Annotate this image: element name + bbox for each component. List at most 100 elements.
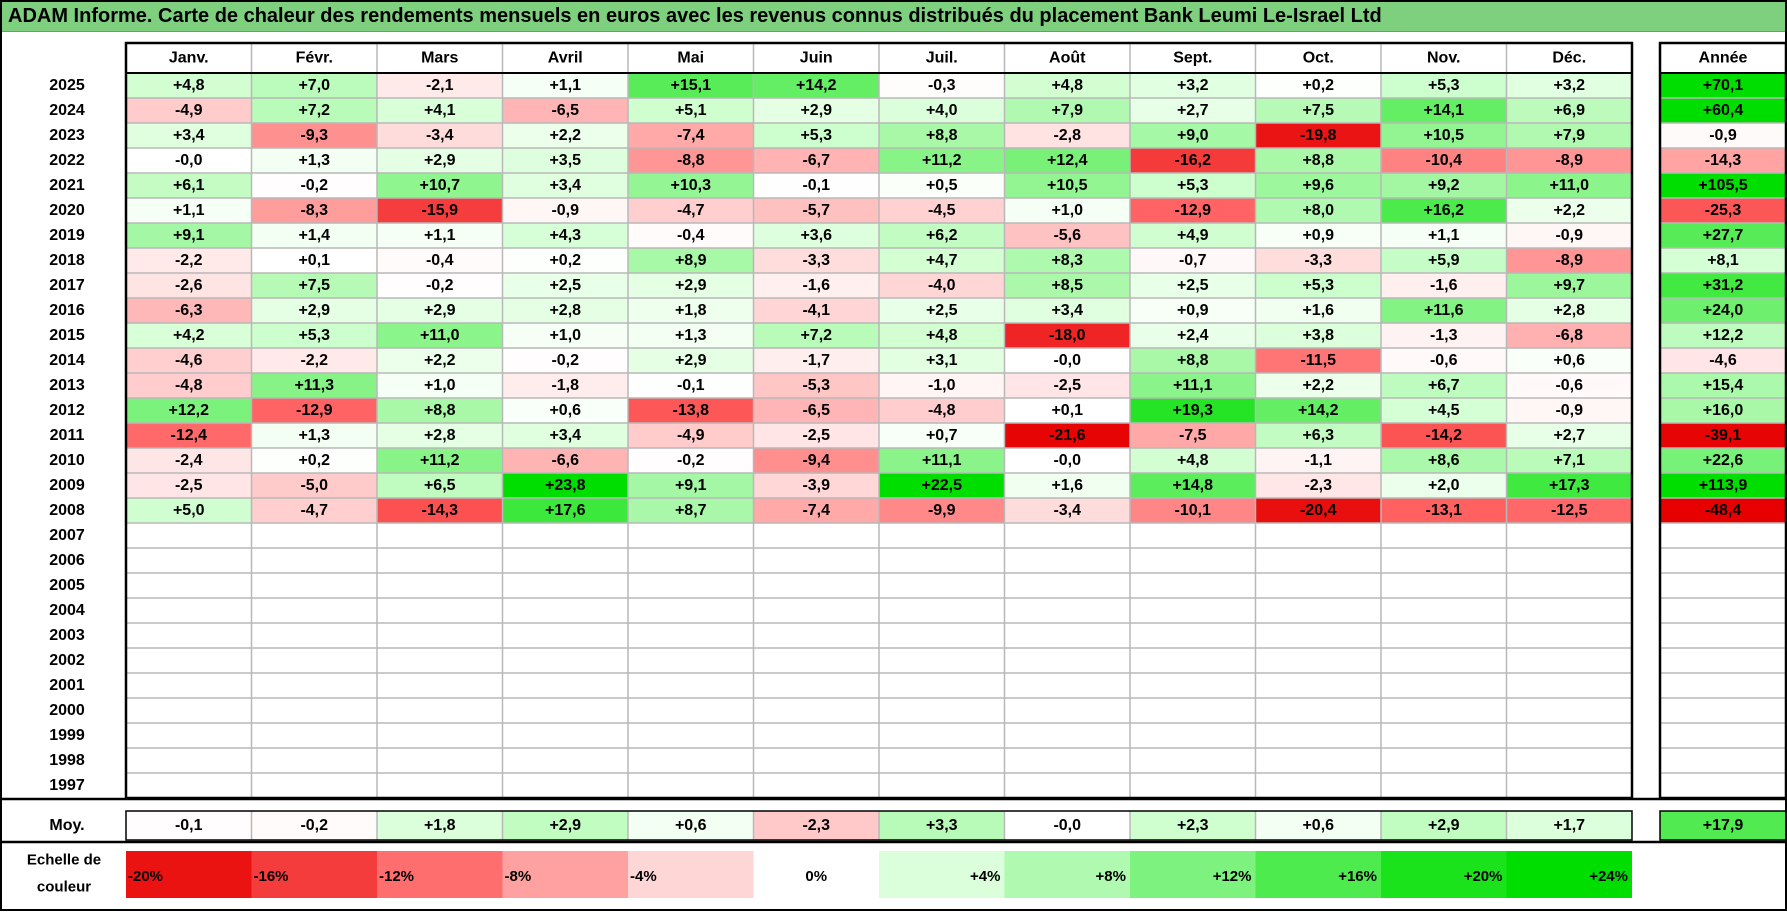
heatmap-cell [1255,398,1381,423]
cell-value: -4,8 [928,402,956,419]
heatmap-cell [1004,548,1130,573]
cell-value: +4,2 [173,327,205,344]
heatmap-cell [1381,498,1507,523]
cell-value: +1,1 [173,202,205,219]
heatmap-cell [126,723,252,748]
heatmap-cell [1506,398,1632,423]
heatmap-cell [1506,573,1632,598]
cell-value: +2,2 [424,352,456,369]
heatmap-cell [251,398,377,423]
heatmap-cell [879,773,1005,798]
heatmap-cell [502,148,628,173]
heatmap-cell [1130,473,1256,498]
heatmap-cell [753,423,879,448]
year-total-value: +12,2 [1703,327,1744,344]
heatmap-cell [502,448,628,473]
heatmap-cell [502,98,628,123]
heatmap-cell [1004,723,1130,748]
cell-value: -4,8 [175,377,203,394]
heatmap-cell [879,523,1005,548]
month-header: Nov. [1427,50,1460,67]
cell-value: +7,9 [1051,102,1083,119]
cell-value: +11,6 [1424,302,1464,319]
heatmap-cell [1506,273,1632,298]
heatmap-cell [251,123,377,148]
year-label: 2024 [49,102,85,119]
year-label: 2021 [49,177,85,194]
cell-value: -5,7 [802,202,830,219]
cell-value: -15,9 [422,202,459,219]
heatmap-cell [377,473,503,498]
cell-value: +6,1 [173,177,205,194]
heatmap-cell [251,523,377,548]
cell-value: +5,3 [1428,77,1460,94]
cell-value: -8,8 [677,152,705,169]
year-label: 2016 [49,302,85,319]
heatmap-cell [753,148,879,173]
cell-value: -2,8 [1053,127,1081,144]
year-label: 2010 [49,452,85,469]
cell-value: +1,4 [298,227,330,244]
cell-value: +4,7 [926,252,958,269]
heatmap-cell [1381,123,1507,148]
average-value: +2,3 [1177,817,1209,834]
heatmap-cell [628,123,754,148]
cell-value: -0,3 [928,77,956,94]
cell-value: -0,9 [551,202,579,219]
year-total-value: -14,3 [1705,152,1742,169]
average-total-value: +17,9 [1703,817,1744,834]
heatmap-cell [126,298,252,323]
cell-value: +2,8 [549,302,581,319]
heatmap-cell [879,223,1005,248]
heatmap-cell [251,548,377,573]
scale-label-value: -20% [128,868,163,885]
heatmap-cell [251,498,377,523]
year-total-value: -4,6 [1709,352,1737,369]
cell-value: +0,2 [298,452,330,469]
cell-value: -4,7 [677,202,705,219]
heatmap-cell [1506,98,1632,123]
year-label: 2011 [50,427,85,444]
cell-value: -21,6 [1049,427,1086,444]
cell-value: +2,9 [424,302,456,319]
average-total-cell [1660,811,1786,840]
cell-value: -5,0 [300,477,328,494]
scale-label-value: +4% [970,868,1000,885]
heatmap-cell [753,698,879,723]
heatmap-cell [1506,673,1632,698]
heatmap-cell [1004,348,1130,373]
heatmap-cell [1004,773,1130,798]
cell-value: +0,9 [1302,227,1334,244]
scale-swatch [377,851,503,898]
cell-value: +3,4 [1051,302,1083,319]
cell-value: +9,1 [675,477,707,494]
heatmap-cell [1506,598,1632,623]
year-label: 2020 [49,202,85,219]
cell-value: -2,5 [175,477,203,494]
heatmap-cell [1506,373,1632,398]
heatmap-cell [502,648,628,673]
heatmap-cell [126,773,252,798]
heatmap-cell [377,223,503,248]
heatmap-cell [1130,448,1256,473]
year-label: 2004 [49,602,85,619]
year-total-cell [1660,723,1786,748]
heatmap-cell [126,673,252,698]
heatmap-cell [1255,248,1381,273]
heatmap-cell [1381,448,1507,473]
average-cell [1004,811,1130,840]
year-total-value: +60,4 [1703,102,1744,119]
heatmap-cell [1255,323,1381,348]
heatmap-cell [753,523,879,548]
cell-value: +5,9 [1428,252,1460,269]
cell-value: +5,3 [1177,177,1209,194]
heatmap-cell [1130,223,1256,248]
cell-value: -10,4 [1426,152,1463,169]
cell-value: -0,0 [1053,452,1081,469]
heatmap-cell [628,73,754,98]
heatmap-cell [1130,573,1256,598]
heatmap-cell [377,448,503,473]
heatmap-cell [1506,348,1632,373]
scale-swatch [1255,851,1381,898]
heatmap-cell [1506,523,1632,548]
